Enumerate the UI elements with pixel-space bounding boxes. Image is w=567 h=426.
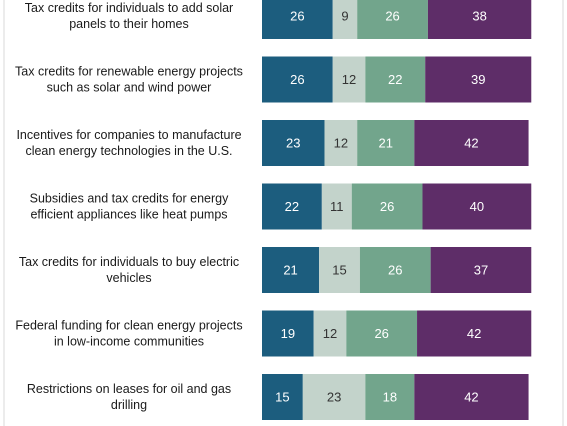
bar-row: Federal funding for clean energy project… — [15, 310, 532, 357]
category-label-line: in low-income communities — [54, 335, 204, 349]
bar-row: Tax credits for individuals to add solar… — [25, 0, 532, 39]
bar-segment-1 — [262, 247, 320, 293]
category-label-line: panels to their homes — [69, 17, 189, 31]
category-label: Incentives for companies to manufacture c… — [16, 128, 241, 158]
data-label: 37 — [474, 263, 488, 278]
bar-segment-3 — [351, 183, 423, 230]
data-label: 23 — [327, 390, 341, 405]
bar-segment-4 — [417, 310, 532, 357]
data-label: 12 — [334, 136, 348, 151]
bar-segment-3 — [346, 310, 418, 357]
category-label-line: Subsidies and tax credits for energy — [30, 192, 229, 206]
bar-segment-2 — [313, 310, 347, 357]
bar-segment-2 — [319, 247, 360, 293]
data-label: 22 — [285, 199, 299, 214]
bar-row: Tax credits for individuals to buy elect… — [19, 247, 532, 293]
data-label: 18 — [383, 390, 397, 405]
data-label: 21 — [283, 263, 297, 278]
category-label: Federal funding for clean energy project… — [15, 319, 242, 349]
data-label: 26 — [290, 72, 304, 87]
category-label-line: vehicles — [106, 271, 151, 285]
category-label: Tax credits for individuals to buy elect… — [19, 255, 239, 285]
bar-segment-2 — [332, 0, 358, 39]
bar-segment-1 — [262, 374, 303, 420]
bar-segment-4 — [425, 56, 532, 103]
data-label: 12 — [342, 72, 356, 87]
bar-segment-1 — [262, 120, 325, 166]
chart-rows: Tax credits for individuals to add solar… — [15, 0, 532, 420]
category-label-line: clean energy technologies in the U.S. — [25, 144, 232, 158]
category-label-line: Tax credits for individuals to add solar — [25, 1, 233, 15]
bar-row: Subsidies and tax credits for energy effi… — [30, 183, 532, 230]
data-label: 12 — [323, 326, 337, 341]
bar-segment-2 — [302, 374, 366, 420]
data-label: 39 — [471, 72, 485, 87]
category-label: Subsidies and tax credits for energy effi… — [30, 192, 229, 222]
data-label: 11 — [330, 199, 344, 214]
bar-segment-4 — [430, 247, 532, 293]
category-label-line: Federal funding for clean energy project… — [15, 319, 242, 333]
category-label-line: such as solar and wind power — [47, 81, 212, 95]
bar-row: Tax credits for renewable energy project… — [15, 56, 532, 103]
data-label: 9 — [341, 9, 348, 24]
category-label: Restrictions on leases for oil and gas dr… — [27, 382, 231, 412]
data-label: 15 — [275, 390, 289, 405]
bar-segment-1 — [262, 0, 333, 39]
category-label: Tax credits for renewable energy project… — [15, 65, 243, 95]
bar-segment-2 — [324, 120, 358, 166]
bar-segment-4 — [414, 374, 529, 420]
bar-segment-3 — [365, 56, 426, 103]
data-label: 42 — [464, 136, 478, 151]
bar-segment-4 — [422, 183, 532, 230]
bar-segment-3 — [357, 120, 415, 166]
category-label-line: efficient appliances like heat pumps — [30, 208, 227, 222]
category-label: Tax credits for individuals to add solar… — [25, 1, 233, 31]
data-label: 42 — [464, 390, 478, 405]
bar-segment-1 — [262, 56, 333, 103]
category-label-line: Tax credits for individuals to buy elect… — [19, 255, 239, 269]
data-label: 40 — [470, 199, 484, 214]
bar-segment-1 — [262, 183, 322, 230]
category-label-line: Incentives for companies to manufacture — [16, 128, 241, 142]
bar-segment-2 — [321, 183, 352, 230]
category-label-line: drilling — [111, 398, 147, 412]
bar-segment-1 — [262, 310, 314, 357]
bar-segment-3 — [359, 247, 431, 293]
data-label: 26 — [374, 326, 388, 341]
bar-row: Incentives for companies to manufacture c… — [16, 120, 529, 166]
bar-row: Restrictions on leases for oil and gas dr… — [27, 374, 529, 420]
data-label: 23 — [286, 136, 300, 151]
data-label: 26 — [388, 263, 402, 278]
data-label: 38 — [472, 9, 486, 24]
data-label: 19 — [281, 326, 295, 341]
bar-segment-3 — [365, 374, 415, 420]
data-label: 26 — [290, 9, 304, 24]
data-label: 26 — [380, 199, 394, 214]
data-label: 42 — [467, 326, 481, 341]
bar-segment-3 — [357, 0, 428, 39]
bar-segment-2 — [332, 56, 366, 103]
data-label: 26 — [385, 9, 399, 24]
bar-segment-4 — [414, 120, 529, 166]
bar-segment-4 — [427, 0, 532, 39]
category-label-line: Tax credits for renewable energy project… — [15, 65, 243, 79]
data-label: 21 — [379, 136, 393, 151]
data-label: 15 — [332, 263, 346, 278]
category-label-line: Restrictions on leases for oil and gas — [27, 382, 231, 396]
data-label: 22 — [388, 72, 402, 87]
